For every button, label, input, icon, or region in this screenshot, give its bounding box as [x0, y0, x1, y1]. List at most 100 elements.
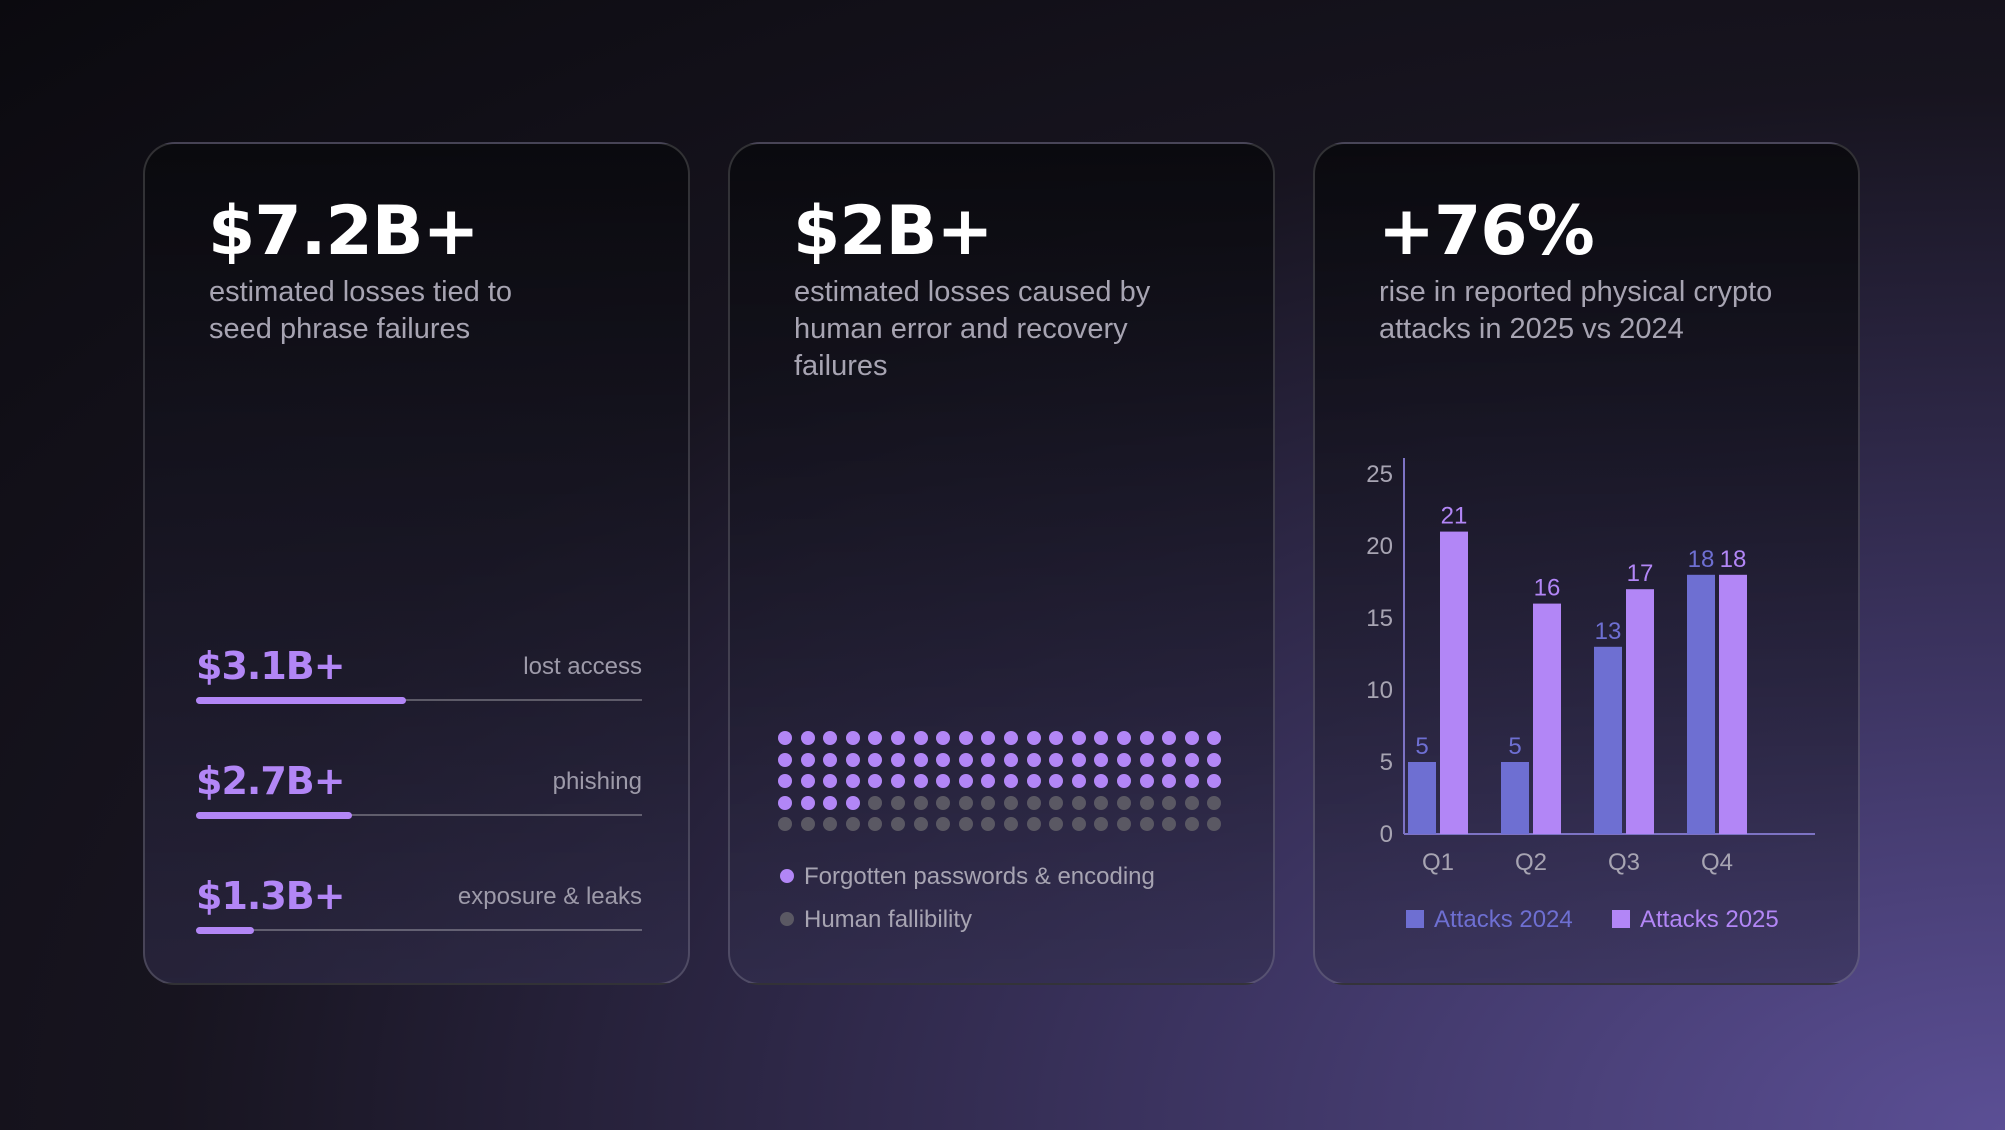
dot	[1004, 774, 1018, 788]
loss-progress-track	[196, 697, 642, 704]
dot	[1184, 752, 1199, 767]
dot	[800, 752, 815, 767]
dot	[1004, 731, 1018, 745]
dot	[958, 795, 973, 810]
dot	[1139, 817, 1154, 831]
loss-row-lost-access: $3.1B+ lost access	[196, 644, 642, 724]
dot	[981, 752, 996, 767]
dot	[1117, 795, 1131, 810]
dot	[913, 752, 928, 767]
dot	[1139, 795, 1154, 810]
dot	[913, 795, 928, 810]
dot	[1004, 795, 1018, 810]
y-tick-label: 25	[1366, 461, 1393, 488]
dot	[891, 752, 905, 767]
dot	[778, 731, 792, 745]
data-label: 16	[1534, 575, 1561, 602]
dot	[1139, 752, 1154, 767]
legend-label: Attacks 2025	[1640, 906, 1779, 933]
loss-amount: $3.1B+	[196, 644, 346, 688]
dot	[1071, 752, 1086, 767]
dot	[1026, 774, 1041, 788]
y-tick-label: 10	[1366, 677, 1393, 704]
dot	[778, 817, 792, 831]
dot	[1094, 774, 1109, 788]
loss-label: lost access	[523, 653, 642, 680]
dot	[823, 817, 838, 831]
dot	[981, 731, 996, 745]
dot	[1207, 731, 1222, 745]
legend-label: Attacks 2024	[1434, 906, 1573, 933]
dot	[936, 795, 951, 810]
loss-progress-track	[196, 927, 642, 934]
dot	[800, 817, 815, 831]
dot	[1117, 752, 1131, 767]
dot	[1094, 752, 1109, 767]
dot	[1094, 795, 1109, 810]
loss-label: phishing	[552, 768, 642, 795]
loss-amount: $1.3B+	[196, 874, 346, 918]
dot	[1184, 817, 1199, 831]
bar	[1408, 762, 1436, 834]
dot	[868, 795, 883, 810]
dot	[1162, 795, 1177, 810]
y-tick-label: 5	[1380, 749, 1393, 776]
bar	[1719, 574, 1747, 834]
data-label: 13	[1595, 618, 1622, 645]
dot	[1071, 817, 1086, 831]
dot	[1117, 774, 1131, 788]
dot	[1139, 774, 1154, 788]
dot	[1184, 774, 1199, 788]
legend-attacks-2024: Attacks 2024	[1406, 906, 1573, 936]
dot	[981, 774, 996, 788]
dot	[913, 774, 928, 788]
legend-label: Forgotten passwords & encoding	[804, 863, 1155, 890]
loss-amount: $2.7B+	[196, 759, 346, 803]
dot	[800, 795, 815, 810]
loss-progress-fill	[196, 812, 353, 819]
dot	[823, 731, 838, 745]
dot	[936, 752, 951, 767]
loss-row-phishing: $2.7B+ phishing	[196, 759, 642, 839]
dot	[1026, 817, 1041, 831]
loss-progress-fill	[196, 927, 254, 934]
dot	[1026, 752, 1041, 767]
dot	[845, 731, 860, 745]
dot	[1184, 731, 1199, 745]
dot	[1162, 731, 1177, 745]
loss-row-exposure-leaks: $1.3B+ exposure & leaks	[196, 874, 642, 954]
bar	[1501, 762, 1529, 834]
loss-progress-fill	[196, 697, 406, 704]
legend-human-fallibility: Human fallibility	[780, 906, 972, 936]
dot	[1117, 731, 1131, 745]
dot	[891, 795, 905, 810]
bar	[1687, 574, 1715, 834]
dot	[823, 752, 838, 767]
dot	[913, 731, 928, 745]
dot	[981, 795, 996, 810]
dot	[845, 795, 860, 810]
bar	[1440, 531, 1468, 834]
dot	[1049, 795, 1064, 810]
card-headline: $2B+	[793, 192, 993, 271]
legend-attacks-2025: Attacks 2025	[1612, 906, 1779, 936]
dot	[981, 817, 996, 831]
legend-label: Human fallibility	[804, 906, 973, 933]
dot	[891, 817, 905, 831]
attacks-bar-chart: 0 5 10 15 20 25 5 21 Q1 5 16 Q2 13 17 Q3 18 18 Q4	[1366, 458, 1815, 876]
loss-label: exposure & leaks	[457, 883, 642, 910]
dot	[1162, 817, 1177, 831]
dot	[1049, 817, 1064, 831]
human-error-losses-card: $2B+ estimated losses caused by human er…	[728, 142, 1275, 985]
dot	[1049, 731, 1064, 745]
card-headline: +76%	[1378, 192, 1595, 271]
dot	[1162, 752, 1177, 767]
data-label: 17	[1627, 560, 1654, 587]
bar	[1626, 589, 1654, 834]
data-label: 18	[1720, 546, 1747, 573]
dot	[958, 817, 973, 831]
seed-phrase-losses-card: $7.2B+ estimated losses tied to seed phr…	[143, 142, 690, 985]
dot	[1207, 752, 1222, 767]
x-tick-label: Q4	[1701, 849, 1733, 876]
card-subtitle: estimated losses caused by human error a…	[794, 276, 1151, 382]
